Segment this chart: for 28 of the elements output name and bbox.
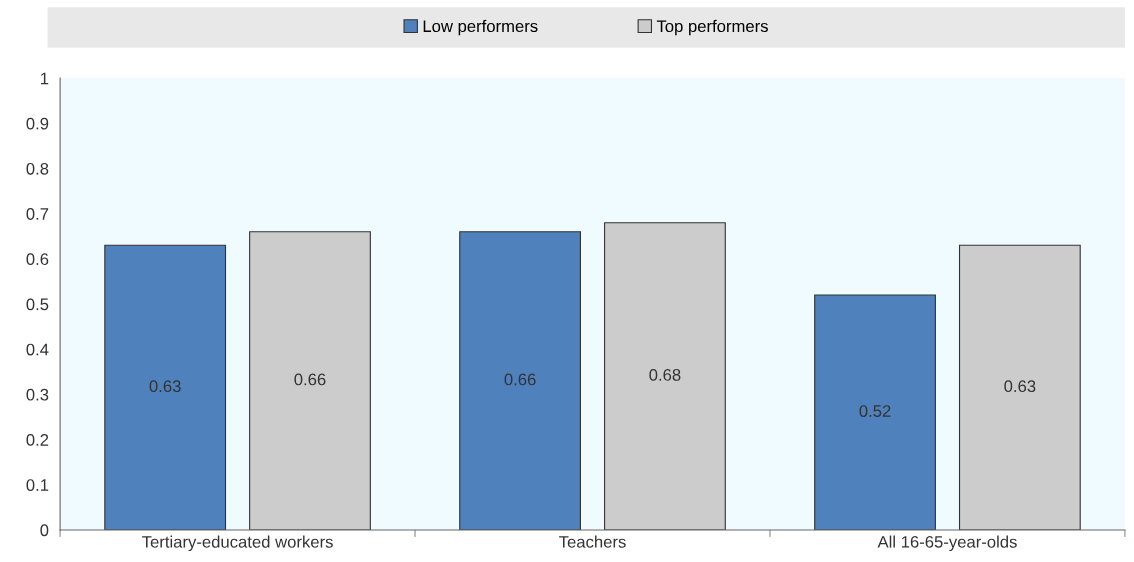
legend-label: Top performers xyxy=(656,19,768,36)
bar xyxy=(604,222,726,530)
data-label: 0.63 xyxy=(149,380,181,393)
y-tick-label: 0.9 xyxy=(26,117,49,130)
data-label: 0.63 xyxy=(1004,380,1036,393)
bar xyxy=(249,231,371,530)
y-tick-label: 0.2 xyxy=(26,434,49,446)
y-tick-label: 0.7 xyxy=(26,208,49,220)
y-tick-label: 0.1 xyxy=(26,479,49,491)
x-tick-label: All 16-65-year-olds xyxy=(877,535,1017,552)
x-tick-label: Tertiary-educated workers xyxy=(142,535,333,552)
data-label: 0.66 xyxy=(504,373,536,386)
bar xyxy=(958,244,1081,530)
y-tick-label: 0.5 xyxy=(26,298,49,311)
y-tick-label: 0.3 xyxy=(26,388,49,401)
y-tick-label: 0.4 xyxy=(26,343,49,356)
data-label: 0.52 xyxy=(859,405,891,417)
bar xyxy=(104,244,227,530)
x-tick-label: Teachers xyxy=(559,535,626,548)
data-label: 0.66 xyxy=(294,373,326,386)
y-tick-label: 0 xyxy=(40,524,49,537)
y-tick-label: 0.6 xyxy=(26,253,49,266)
bar xyxy=(814,294,936,530)
y-tick-label: 0.8 xyxy=(26,162,49,175)
bar xyxy=(459,231,582,530)
data-label: 0.68 xyxy=(649,369,681,381)
legend-label: Low performers xyxy=(423,19,538,36)
y-tick-label: 1 xyxy=(40,72,49,85)
